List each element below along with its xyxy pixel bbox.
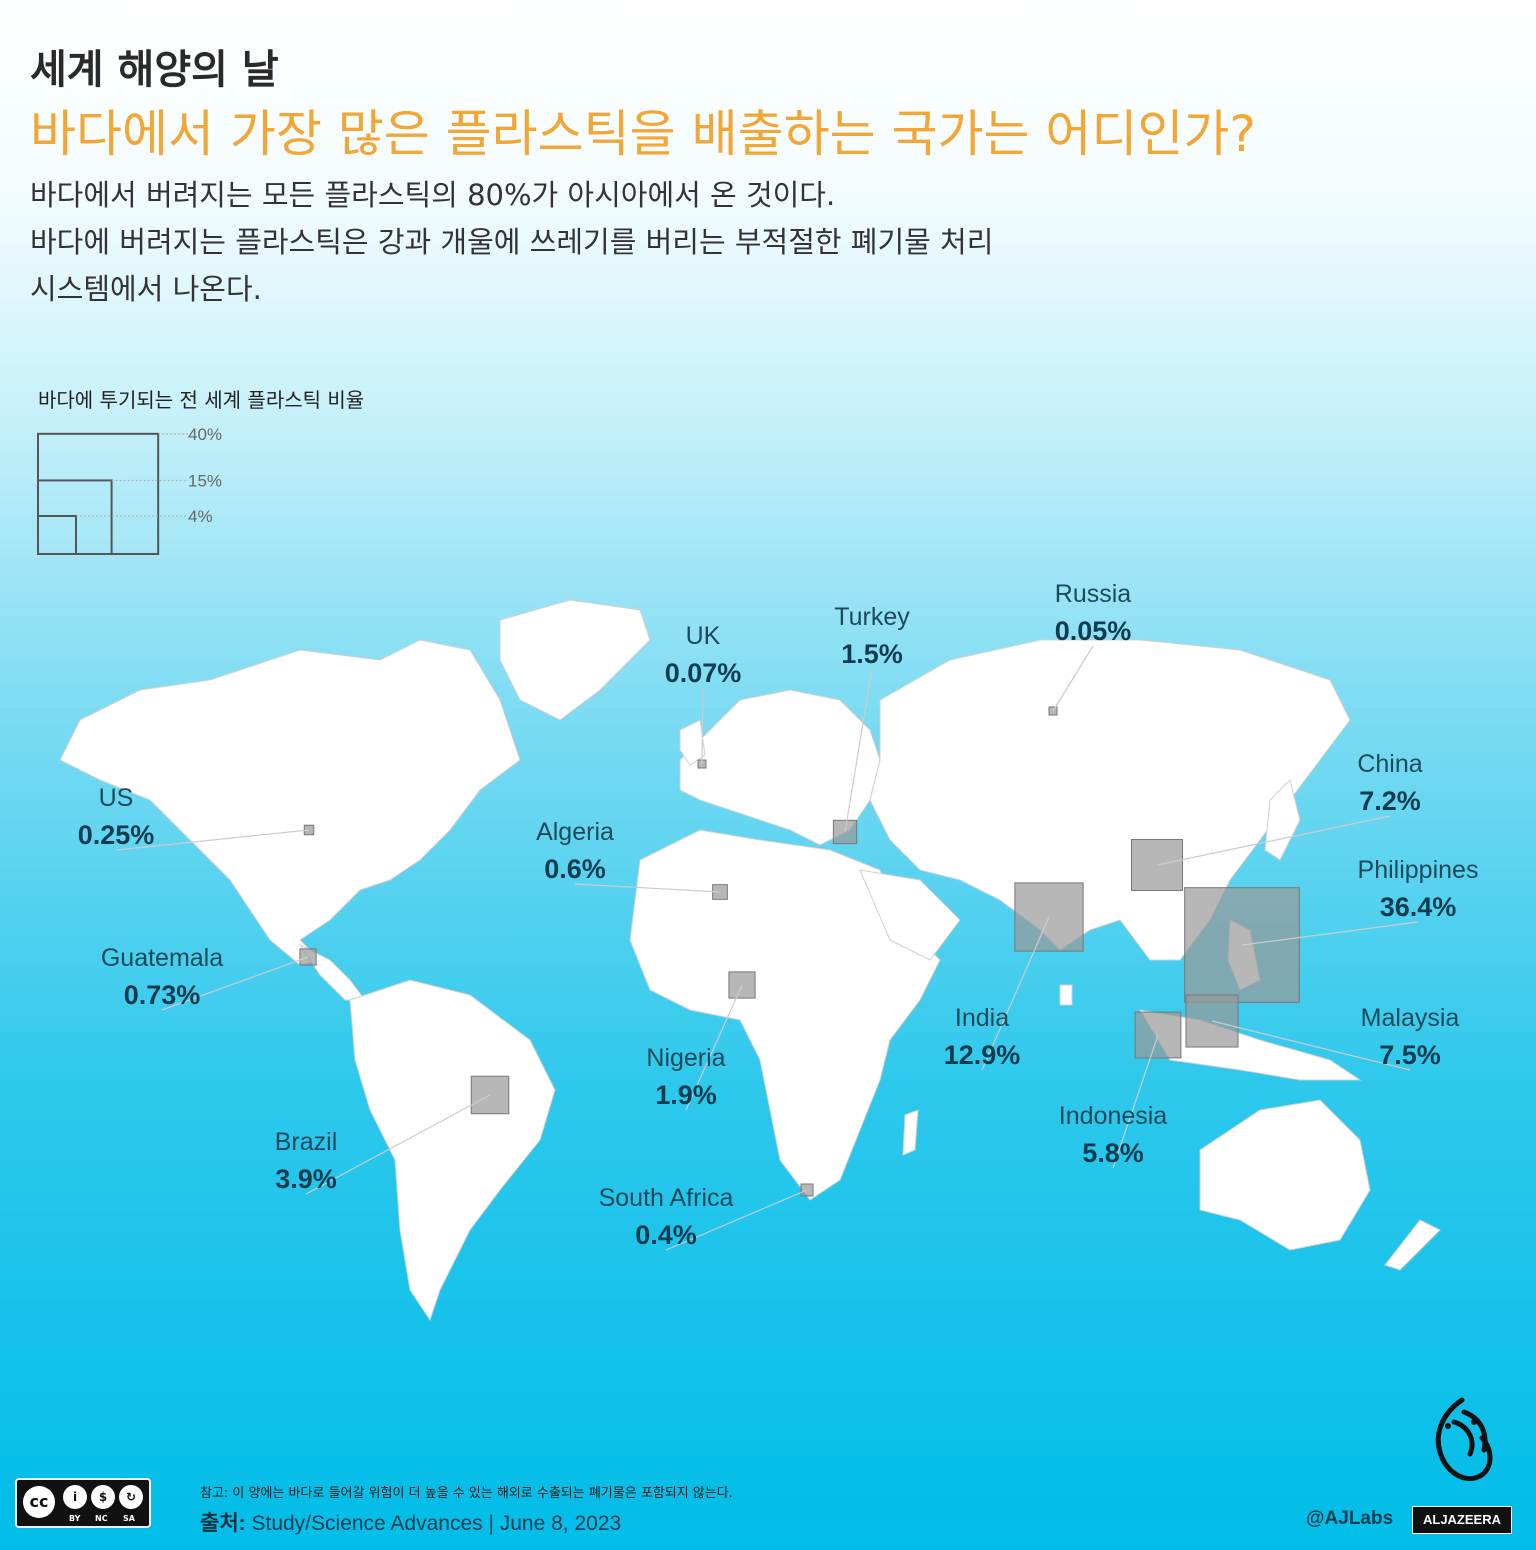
value-china: 7.2% xyxy=(1359,786,1421,816)
by-icon: i xyxy=(63,1485,87,1509)
land-sri-lanka xyxy=(1059,984,1073,1006)
leader-india xyxy=(981,916,1050,1071)
value-guatemala: 0.73% xyxy=(124,980,201,1010)
value-indonesia: 5.8% xyxy=(1082,1138,1144,1168)
legend-title: 바다에 투기되는 전 세계 플라스틱 비율 xyxy=(38,388,365,412)
leader-malaysia xyxy=(1211,1020,1411,1071)
ajlabs-handle: @AJLabs xyxy=(1306,1508,1394,1529)
leader-algeria xyxy=(574,883,721,893)
nc-icon: $ xyxy=(91,1485,115,1509)
leader-philippines xyxy=(1241,921,1419,946)
legend-label-0: 40% xyxy=(188,425,222,444)
source-text: Study/Science Advances | June 8, 2023 xyxy=(251,1512,622,1535)
label-uk: UK xyxy=(686,622,721,650)
legend-square-0 xyxy=(37,432,160,555)
label-china: China xyxy=(1357,750,1422,778)
land-new-zealand xyxy=(1384,1219,1441,1271)
legend-square-2 xyxy=(37,515,77,555)
label-brazil: Brazil xyxy=(275,1128,338,1156)
cc-icon: cc xyxy=(23,1486,55,1518)
label-us: US xyxy=(99,784,134,812)
legend-squares: 40% 15% 4% xyxy=(37,425,222,556)
legend-label-2: 4% xyxy=(188,507,213,526)
label-turkey: Turkey xyxy=(834,603,910,631)
page-title: 세계 해양의 날 xyxy=(30,47,279,93)
value-us: 0.25% xyxy=(78,820,155,850)
land-south-america xyxy=(349,979,556,1322)
header: 세계 해양의 날 바다에서 가장 많은 플라스틱을 배출하는 국가는 어디인가?… xyxy=(30,40,1510,313)
leader-guatemala xyxy=(161,956,309,1011)
cc-sa-label: SA xyxy=(123,1514,135,1523)
value-russia: 0.05% xyxy=(1055,616,1132,646)
value-algeria: 0.6% xyxy=(544,854,606,884)
label-philippines: Philippines xyxy=(1358,856,1479,884)
leader-russia xyxy=(1052,645,1094,712)
sa-icon: ↻ xyxy=(119,1485,143,1509)
label-russia: Russia xyxy=(1055,580,1132,608)
country-callouts: Russia 0.05% Turkey 1.5% UK 0.07% China 7.2% US 0… xyxy=(78,580,1479,1251)
label-algeria: Algeria xyxy=(536,818,614,846)
land-north-america xyxy=(59,639,521,966)
land-australia xyxy=(1199,1099,1371,1251)
land-asia xyxy=(869,639,1351,961)
leader-us xyxy=(115,829,310,851)
label-south-africa: South Africa xyxy=(599,1184,734,1212)
label-india: India xyxy=(955,1004,1009,1032)
subtitle-line-2: 바다에 버려지는 플라스틱은 강과 개울에 쓰레기를 버리는 부적절한 폐기물 … xyxy=(30,225,994,259)
footer: 참고: 이 양에는 바다로 들어갈 위험이 더 높을 수 있는 해외로 수출되는… xyxy=(200,1482,733,1537)
value-south-africa: 0.4% xyxy=(635,1220,697,1250)
leader-south-africa xyxy=(665,1189,808,1251)
value-nigeria: 1.9% xyxy=(655,1080,717,1110)
value-india: 12.9% xyxy=(944,1040,1021,1070)
leader-indonesia xyxy=(1112,1034,1159,1169)
cc-by-label: BY xyxy=(69,1514,81,1523)
subtitle-line-1: 바다에서 버려지는 모든 플라스틱의 80%가 아시아에서 온 것이다. xyxy=(30,178,836,212)
label-malaysia: Malaysia xyxy=(1361,1004,1460,1032)
land-greenland xyxy=(499,599,651,721)
value-malaysia: 7.5% xyxy=(1379,1040,1441,1070)
value-brazil: 3.9% xyxy=(275,1164,337,1194)
land-europe xyxy=(679,689,881,846)
source-line: 출처: Study/Science Advances | June 8, 202… xyxy=(200,1507,733,1537)
land-arabia xyxy=(859,869,961,961)
leader-china xyxy=(1156,815,1391,866)
creative-commons-badge: cc i $ ↻ BY NC SA xyxy=(15,1478,151,1528)
leader-nigeria xyxy=(685,984,743,1111)
cc-nc-label: NC xyxy=(95,1514,108,1523)
leader-uk xyxy=(701,687,704,765)
value-uk: 0.07% xyxy=(665,658,742,688)
legend-label-1: 15% xyxy=(188,471,222,490)
legend-square-1 xyxy=(37,479,113,556)
label-guatemala: Guatemala xyxy=(101,944,223,972)
headline-question: 바다에서 가장 많은 플라스틱을 배출하는 국가는 어디인가? xyxy=(30,105,1256,163)
label-nigeria: Nigeria xyxy=(646,1044,725,1072)
subtitle-line-3: 시스템에서 나온다. xyxy=(30,272,262,306)
footnote: 참고: 이 양에는 바다로 들어갈 위험이 더 높을 수 있는 해외로 수출되는… xyxy=(200,1486,733,1501)
land-africa xyxy=(629,829,941,1201)
value-turkey: 1.5% xyxy=(841,639,903,669)
value-philippines: 36.4% xyxy=(1380,892,1457,922)
label-indonesia: Indonesia xyxy=(1059,1102,1168,1130)
aljazeera-logo-icon xyxy=(1435,1397,1493,1481)
aljazeera-brand: ALJAZEERA xyxy=(1412,1506,1512,1534)
land-madagascar xyxy=(902,1109,919,1156)
source-label: 출처: xyxy=(200,1512,246,1535)
leader-turkey xyxy=(844,668,873,833)
leader-brazil xyxy=(305,1094,491,1195)
